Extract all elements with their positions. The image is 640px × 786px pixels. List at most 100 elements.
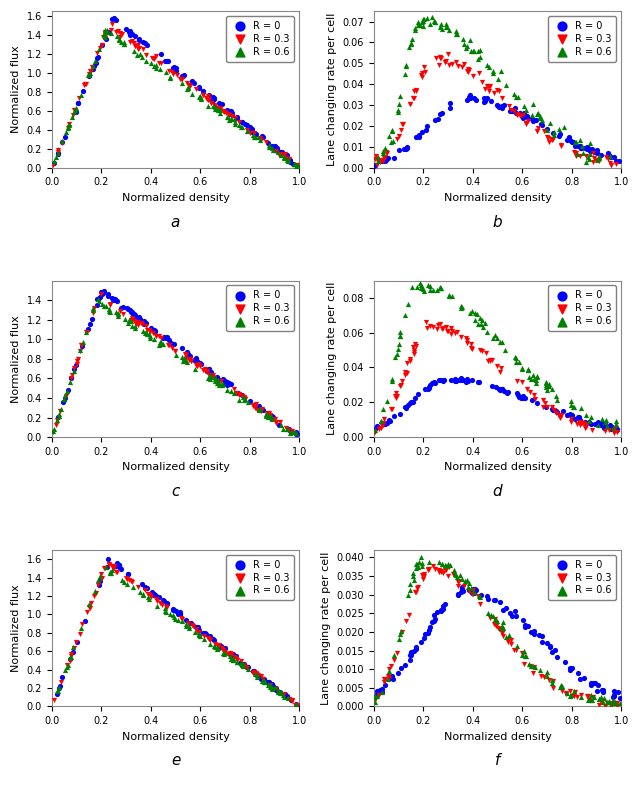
Point (198, 630, 209, 642)
Point (435, 108, 445, 120)
Point (228, 651, 239, 663)
Point (444, 59, 454, 72)
Point (156, 48, 166, 61)
Point (60, 389, 70, 402)
Point (607, 421, 618, 434)
Point (435, 51, 445, 64)
Point (442, 21, 452, 34)
Point (189, 77, 199, 90)
Point (68, 641, 79, 654)
Point (150, 330, 161, 343)
Point (555, 410, 565, 422)
Point (410, 340, 420, 353)
Point (113, 310, 124, 322)
Point (105, 298, 115, 310)
Point (194, 628, 204, 641)
Point (428, 560, 438, 572)
Point (262, 408, 273, 421)
Point (129, 45, 139, 57)
Point (541, 377, 551, 390)
Point (408, 346, 419, 358)
Point (218, 373, 228, 385)
Point (126, 306, 136, 318)
Point (445, 559, 455, 571)
Point (467, 374, 477, 387)
Point (454, 569, 465, 582)
Legend: R = 0, R = 0.3, R = 0.6: R = 0, R = 0.3, R = 0.6 (548, 555, 616, 601)
Point (239, 392, 249, 405)
Point (212, 373, 223, 385)
Point (57, 136, 67, 149)
Point (68, 109, 79, 122)
Point (208, 633, 218, 645)
Point (587, 693, 597, 706)
Point (487, 354, 497, 366)
Point (479, 317, 490, 329)
Point (395, 90, 405, 102)
Point (593, 419, 604, 432)
Point (519, 107, 529, 119)
Point (124, 574, 134, 586)
Point (436, 604, 446, 617)
Point (49, 424, 59, 437)
Point (412, 582, 422, 594)
Point (72, 354, 82, 367)
Point (447, 325, 457, 337)
Point (566, 413, 576, 426)
Point (55, 404, 65, 417)
Point (471, 584, 481, 597)
Point (464, 577, 474, 590)
Point (287, 425, 297, 438)
Point (465, 92, 476, 105)
Point (168, 61, 179, 74)
Point (291, 700, 301, 712)
Point (541, 379, 551, 391)
Point (106, 24, 116, 37)
Point (409, 645, 419, 657)
X-axis label: Normalized density: Normalized density (444, 193, 552, 203)
Point (552, 406, 562, 418)
Point (394, 130, 404, 142)
Point (469, 586, 479, 599)
Point (541, 666, 552, 678)
Point (261, 408, 271, 421)
Point (239, 394, 249, 406)
Point (243, 121, 253, 134)
Point (410, 24, 420, 36)
Point (239, 392, 250, 405)
Point (89, 60, 99, 72)
Point (403, 298, 413, 310)
Point (208, 90, 218, 103)
Point (266, 678, 276, 691)
Point (115, 304, 125, 317)
Point (542, 637, 552, 649)
Point (90, 54, 100, 67)
Point (180, 618, 191, 630)
Point (605, 422, 616, 435)
X-axis label: Normalized density: Normalized density (444, 732, 552, 742)
Point (267, 680, 277, 692)
Point (200, 365, 211, 377)
Point (424, 623, 435, 636)
Point (590, 678, 600, 690)
Point (65, 376, 75, 388)
Point (378, 145, 388, 158)
Point (228, 652, 239, 665)
Point (133, 39, 143, 51)
Point (509, 102, 520, 115)
Point (509, 644, 520, 656)
Point (493, 100, 503, 112)
Point (419, 569, 429, 582)
Point (540, 397, 550, 410)
Point (528, 659, 538, 672)
Point (531, 393, 541, 406)
Point (569, 689, 579, 702)
Point (532, 396, 542, 409)
Point (402, 141, 412, 154)
Point (125, 575, 136, 587)
Point (134, 311, 145, 324)
Point (500, 601, 511, 614)
Point (609, 689, 620, 702)
Point (280, 149, 291, 162)
Point (413, 19, 423, 31)
